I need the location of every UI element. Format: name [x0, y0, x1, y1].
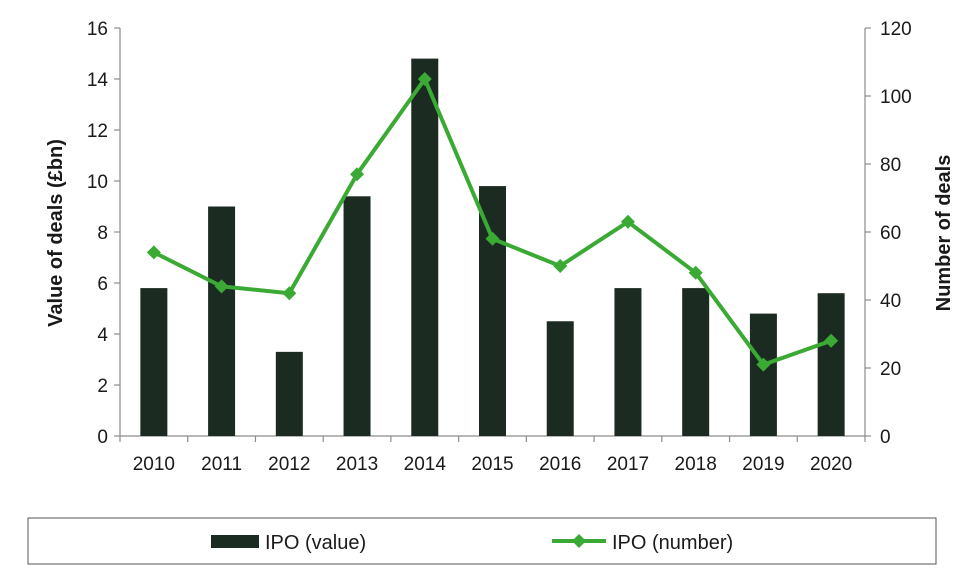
bar	[479, 186, 506, 436]
right-axis-title: Number of deals	[933, 155, 955, 312]
x-tick-label: 2017	[607, 454, 649, 475]
left-tick-label: 6	[97, 274, 108, 295]
x-tick-label: 2015	[471, 454, 513, 475]
x-tick-label: 2013	[336, 454, 378, 475]
bar-series	[140, 58, 845, 436]
right-tick-label: 0	[880, 427, 891, 448]
right-tick-label: 20	[880, 359, 901, 380]
x-tick-label: 2019	[742, 454, 784, 475]
line-marker	[620, 214, 635, 229]
line-marker	[282, 286, 297, 301]
line-marker	[824, 333, 839, 348]
bar	[140, 288, 168, 436]
x-tick-label: 2012	[268, 454, 310, 475]
bar	[682, 288, 710, 436]
left-tick-label: 8	[97, 223, 108, 244]
legend-swatch-bar	[211, 535, 259, 548]
left-tick-label: 4	[97, 325, 108, 346]
right-tick-label: 80	[880, 155, 901, 176]
left-tick-label: 16	[87, 19, 108, 40]
right-tick-label: 100	[880, 87, 912, 108]
line-marker	[756, 357, 771, 372]
bar	[546, 321, 574, 436]
line-series	[146, 72, 839, 372]
legend-label-bar: IPO (value)	[265, 532, 366, 554]
line-marker	[417, 72, 432, 86]
right-tick-label: 40	[880, 291, 901, 312]
line-marker	[553, 259, 568, 273]
line-marker	[146, 245, 161, 260]
bar	[343, 196, 371, 436]
left-tick-label: 0	[97, 427, 108, 448]
x-tick-label: 2014	[404, 454, 447, 475]
right-y-axis: 0 20 40 60 80 100 120	[864, 19, 912, 448]
line-marker	[688, 265, 703, 280]
x-tick-label: 2010	[133, 454, 175, 475]
x-axis: 2010 2011 2012 2013 2014 2015 2016 2017 2018 2019…	[119, 435, 866, 475]
line-marker	[350, 167, 365, 182]
x-tick-label: 2020	[810, 454, 852, 475]
left-axis-title: Value of deals (£bn)	[45, 139, 67, 327]
left-tick-label: 14	[87, 70, 109, 91]
x-tick-label: 2011	[201, 454, 242, 475]
x-tick-label: 2018	[675, 454, 717, 475]
bar	[614, 288, 642, 436]
line-marker	[485, 231, 500, 246]
left-y-axis: 0 2 4 6 8 10 12 14 16	[87, 19, 121, 448]
bar	[817, 293, 845, 436]
legend-box	[27, 517, 937, 565]
right-tick-label: 60	[880, 223, 901, 244]
bar	[749, 313, 777, 436]
bar	[275, 351, 303, 436]
bar	[411, 58, 439, 436]
x-tick-label: 2016	[539, 454, 581, 475]
bar	[208, 206, 236, 436]
left-tick-label: 12	[87, 121, 108, 142]
legend-label-line: IPO (number)	[612, 532, 733, 554]
left-tick-label: 10	[87, 172, 108, 193]
legend-swatch-marker	[572, 534, 586, 548]
right-tick-label: 120	[880, 19, 912, 40]
left-tick-label: 2	[97, 376, 108, 397]
legend: IPO (value) IPO (number)	[27, 517, 937, 565]
line-marker	[214, 279, 229, 294]
